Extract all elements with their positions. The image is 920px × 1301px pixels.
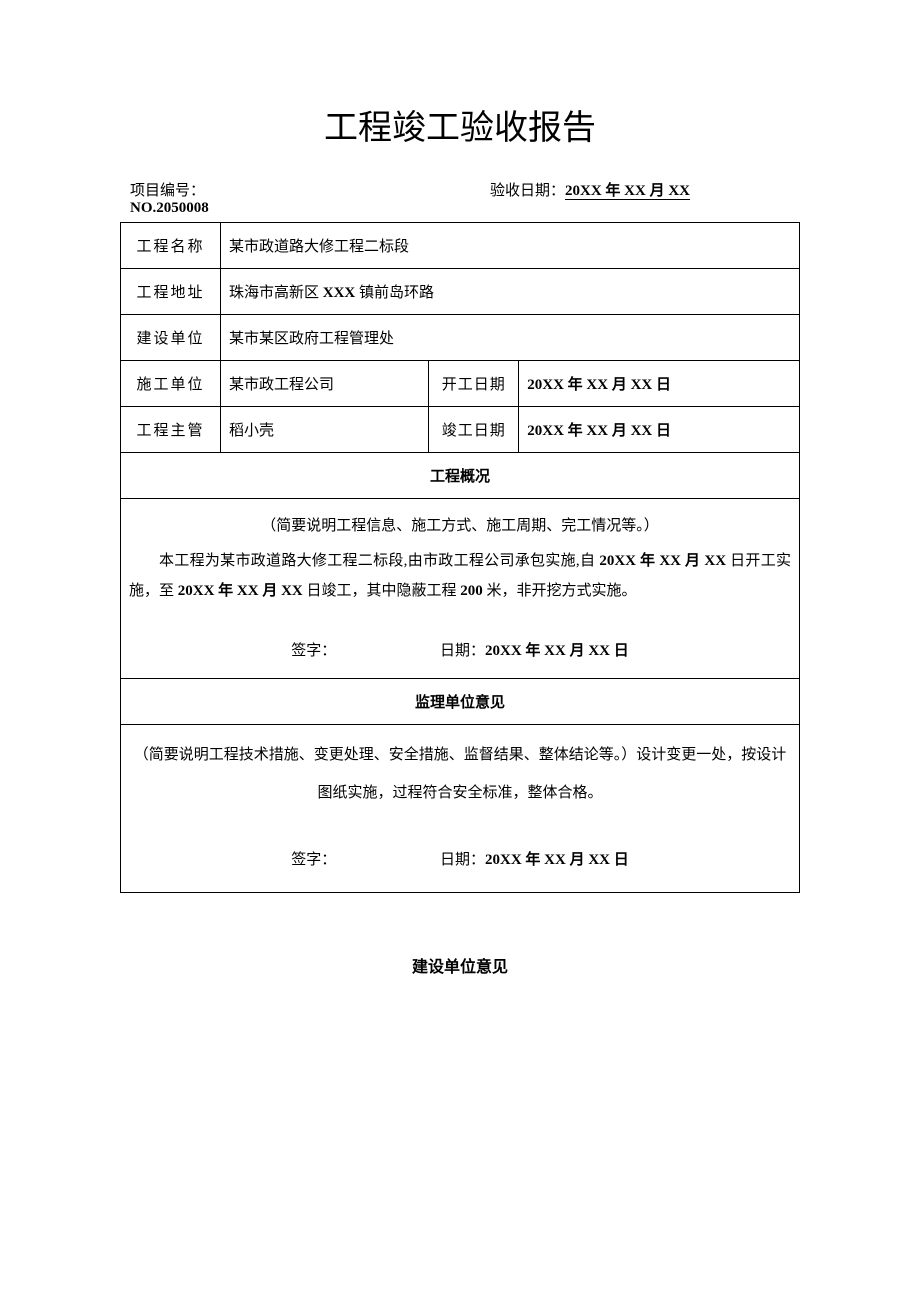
overview-text: 本工程为某市政道路大修工程二标段,由市政工程公司承包实施,自 xyxy=(159,553,599,569)
supervision-body: （简要说明工程技术措施、变更处理、安全措施、监督结果、整体结论等。）设计变更一处… xyxy=(129,737,791,812)
footer-section-title: 建设单位意见 xyxy=(120,953,800,977)
overview-date1: 20XX 年 XX 月 XX xyxy=(599,553,726,569)
supervision-sign-date: 20XX 年 XX 月 XX 日 xyxy=(485,852,629,868)
overview-meters: 200 xyxy=(460,583,483,599)
acceptance-date-block: 验收日期：20XX 年 XX 月 XX xyxy=(430,179,790,217)
overview-body: 本工程为某市政道路大修工程二标段,由市政工程公司承包实施,自 20XX 年 XX… xyxy=(129,546,791,606)
overview-sign-date: 20XX 年 XX 月 XX 日 xyxy=(485,643,629,659)
overview-date-label: 日期： xyxy=(440,643,485,659)
document-title: 工程竣工验收报告 xyxy=(120,100,800,149)
table-row: 施工单位 某市政工程公司 开工日期 20XX 年 XX 月 XX 日 xyxy=(121,361,800,407)
contractor-label: 施工单位 xyxy=(121,361,221,407)
acceptance-date-value: 20XX 年 XX 月 XX xyxy=(565,183,690,199)
table-row: （简要说明工程技术措施、变更处理、安全措施、监督结果、整体结论等。）设计变更一处… xyxy=(121,725,800,893)
construction-unit-value: 某市某区政府工程管理处 xyxy=(221,315,800,361)
table-row: 工程主管 稻小壳 竣工日期 20XX 年 XX 月 XX 日 xyxy=(121,407,800,453)
supervision-content: （简要说明工程技术措施、变更处理、安全措施、监督结果、整体结论等。）设计变更一处… xyxy=(121,725,800,893)
start-date-value: 20XX 年 XX 月 XX 日 xyxy=(519,361,800,407)
table-row: 工程名称 某市政道路大修工程二标段 xyxy=(121,223,800,269)
table-row: （简要说明工程信息、施工方式、施工周期、完工情况等。） 本工程为某市政道路大修工… xyxy=(121,499,800,679)
table-row: 建设单位 某市某区政府工程管理处 xyxy=(121,315,800,361)
table-row: 工程地址 珠海市高新区 XXX 镇前岛环路 xyxy=(121,269,800,315)
acceptance-date-label: 验收日期： xyxy=(490,183,565,199)
project-number-value: NO.2050008 xyxy=(130,200,209,216)
project-name-label: 工程名称 xyxy=(121,223,221,269)
completion-date-value: 20XX 年 XX 月 XX 日 xyxy=(519,407,800,453)
overview-note: （简要说明工程信息、施工方式、施工周期、完工情况等。） xyxy=(129,511,791,541)
construction-unit-label: 建设单位 xyxy=(121,315,221,361)
table-row: 监理单位意见 xyxy=(121,679,800,725)
project-number-label: 项目编号： xyxy=(130,183,205,199)
overview-date2: 20XX 年 XX 月 XX xyxy=(178,583,303,599)
supervision-sign-label: 签字： xyxy=(291,842,336,880)
project-address-value: 珠海市高新区 XXX 镇前岛环路 xyxy=(221,269,800,315)
address-xxx: XXX xyxy=(323,285,356,301)
table-row: 工程概况 xyxy=(121,453,800,499)
overview-text: 米，非开挖方式实施。 xyxy=(483,583,637,599)
supervisor-value: 稻小壳 xyxy=(221,407,429,453)
project-number-block: 项目编号： NO.2050008 xyxy=(130,179,430,217)
overview-text: 日竣工，其中隐蔽工程 xyxy=(303,583,461,599)
supervision-sign-row: 签字： 日期：20XX 年 XX 月 XX 日 xyxy=(129,842,791,880)
overview-content: （简要说明工程信息、施工方式、施工周期、完工情况等。） 本工程为某市政道路大修工… xyxy=(121,499,800,679)
overview-sign-label: 签字： xyxy=(291,636,336,666)
header-row: 项目编号： NO.2050008 验收日期：20XX 年 XX 月 XX xyxy=(120,179,800,217)
start-date-label: 开工日期 xyxy=(429,361,519,407)
overview-sign-row: 签字： 日期：20XX 年 XX 月 XX 日 xyxy=(129,636,791,666)
overview-section-title: 工程概况 xyxy=(121,453,800,499)
address-prefix: 珠海市高新区 xyxy=(229,285,323,301)
contractor-value: 某市政工程公司 xyxy=(221,361,429,407)
address-suffix: 镇前岛环路 xyxy=(355,285,434,301)
main-table: 工程名称 某市政道路大修工程二标段 工程地址 珠海市高新区 XXX 镇前岛环路 … xyxy=(120,222,800,893)
supervision-section-title: 监理单位意见 xyxy=(121,679,800,725)
supervision-date-label: 日期： xyxy=(440,852,485,868)
supervisor-label: 工程主管 xyxy=(121,407,221,453)
completion-date-label: 竣工日期 xyxy=(429,407,519,453)
project-address-label: 工程地址 xyxy=(121,269,221,315)
project-name-value: 某市政道路大修工程二标段 xyxy=(221,223,800,269)
